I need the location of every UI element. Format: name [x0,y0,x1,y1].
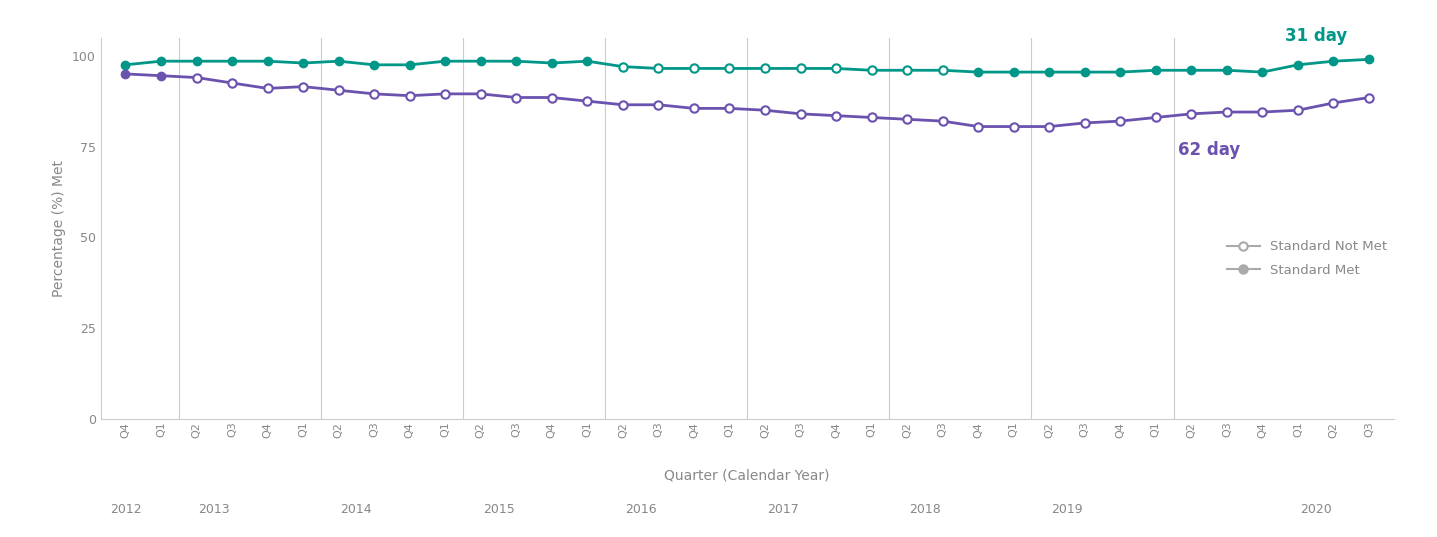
Text: 2013: 2013 [198,503,230,516]
Text: 2019: 2019 [1052,503,1083,516]
Text: 2020: 2020 [1300,503,1332,516]
Text: 2017: 2017 [767,503,799,516]
Text: 2016: 2016 [625,503,657,516]
Legend: Standard Not Met, Standard Met: Standard Not Met, Standard Met [1227,241,1387,277]
Text: 2018: 2018 [910,503,941,516]
Text: 2015: 2015 [483,503,514,516]
Text: 2014: 2014 [341,503,372,516]
Text: 62 day: 62 day [1178,141,1240,159]
Text: 2012: 2012 [109,503,141,516]
Text: 31 day: 31 day [1285,27,1346,45]
Y-axis label: Percentage (%) Met: Percentage (%) Met [52,159,66,297]
X-axis label: Quarter (Calendar Year): Quarter (Calendar Year) [664,468,831,482]
